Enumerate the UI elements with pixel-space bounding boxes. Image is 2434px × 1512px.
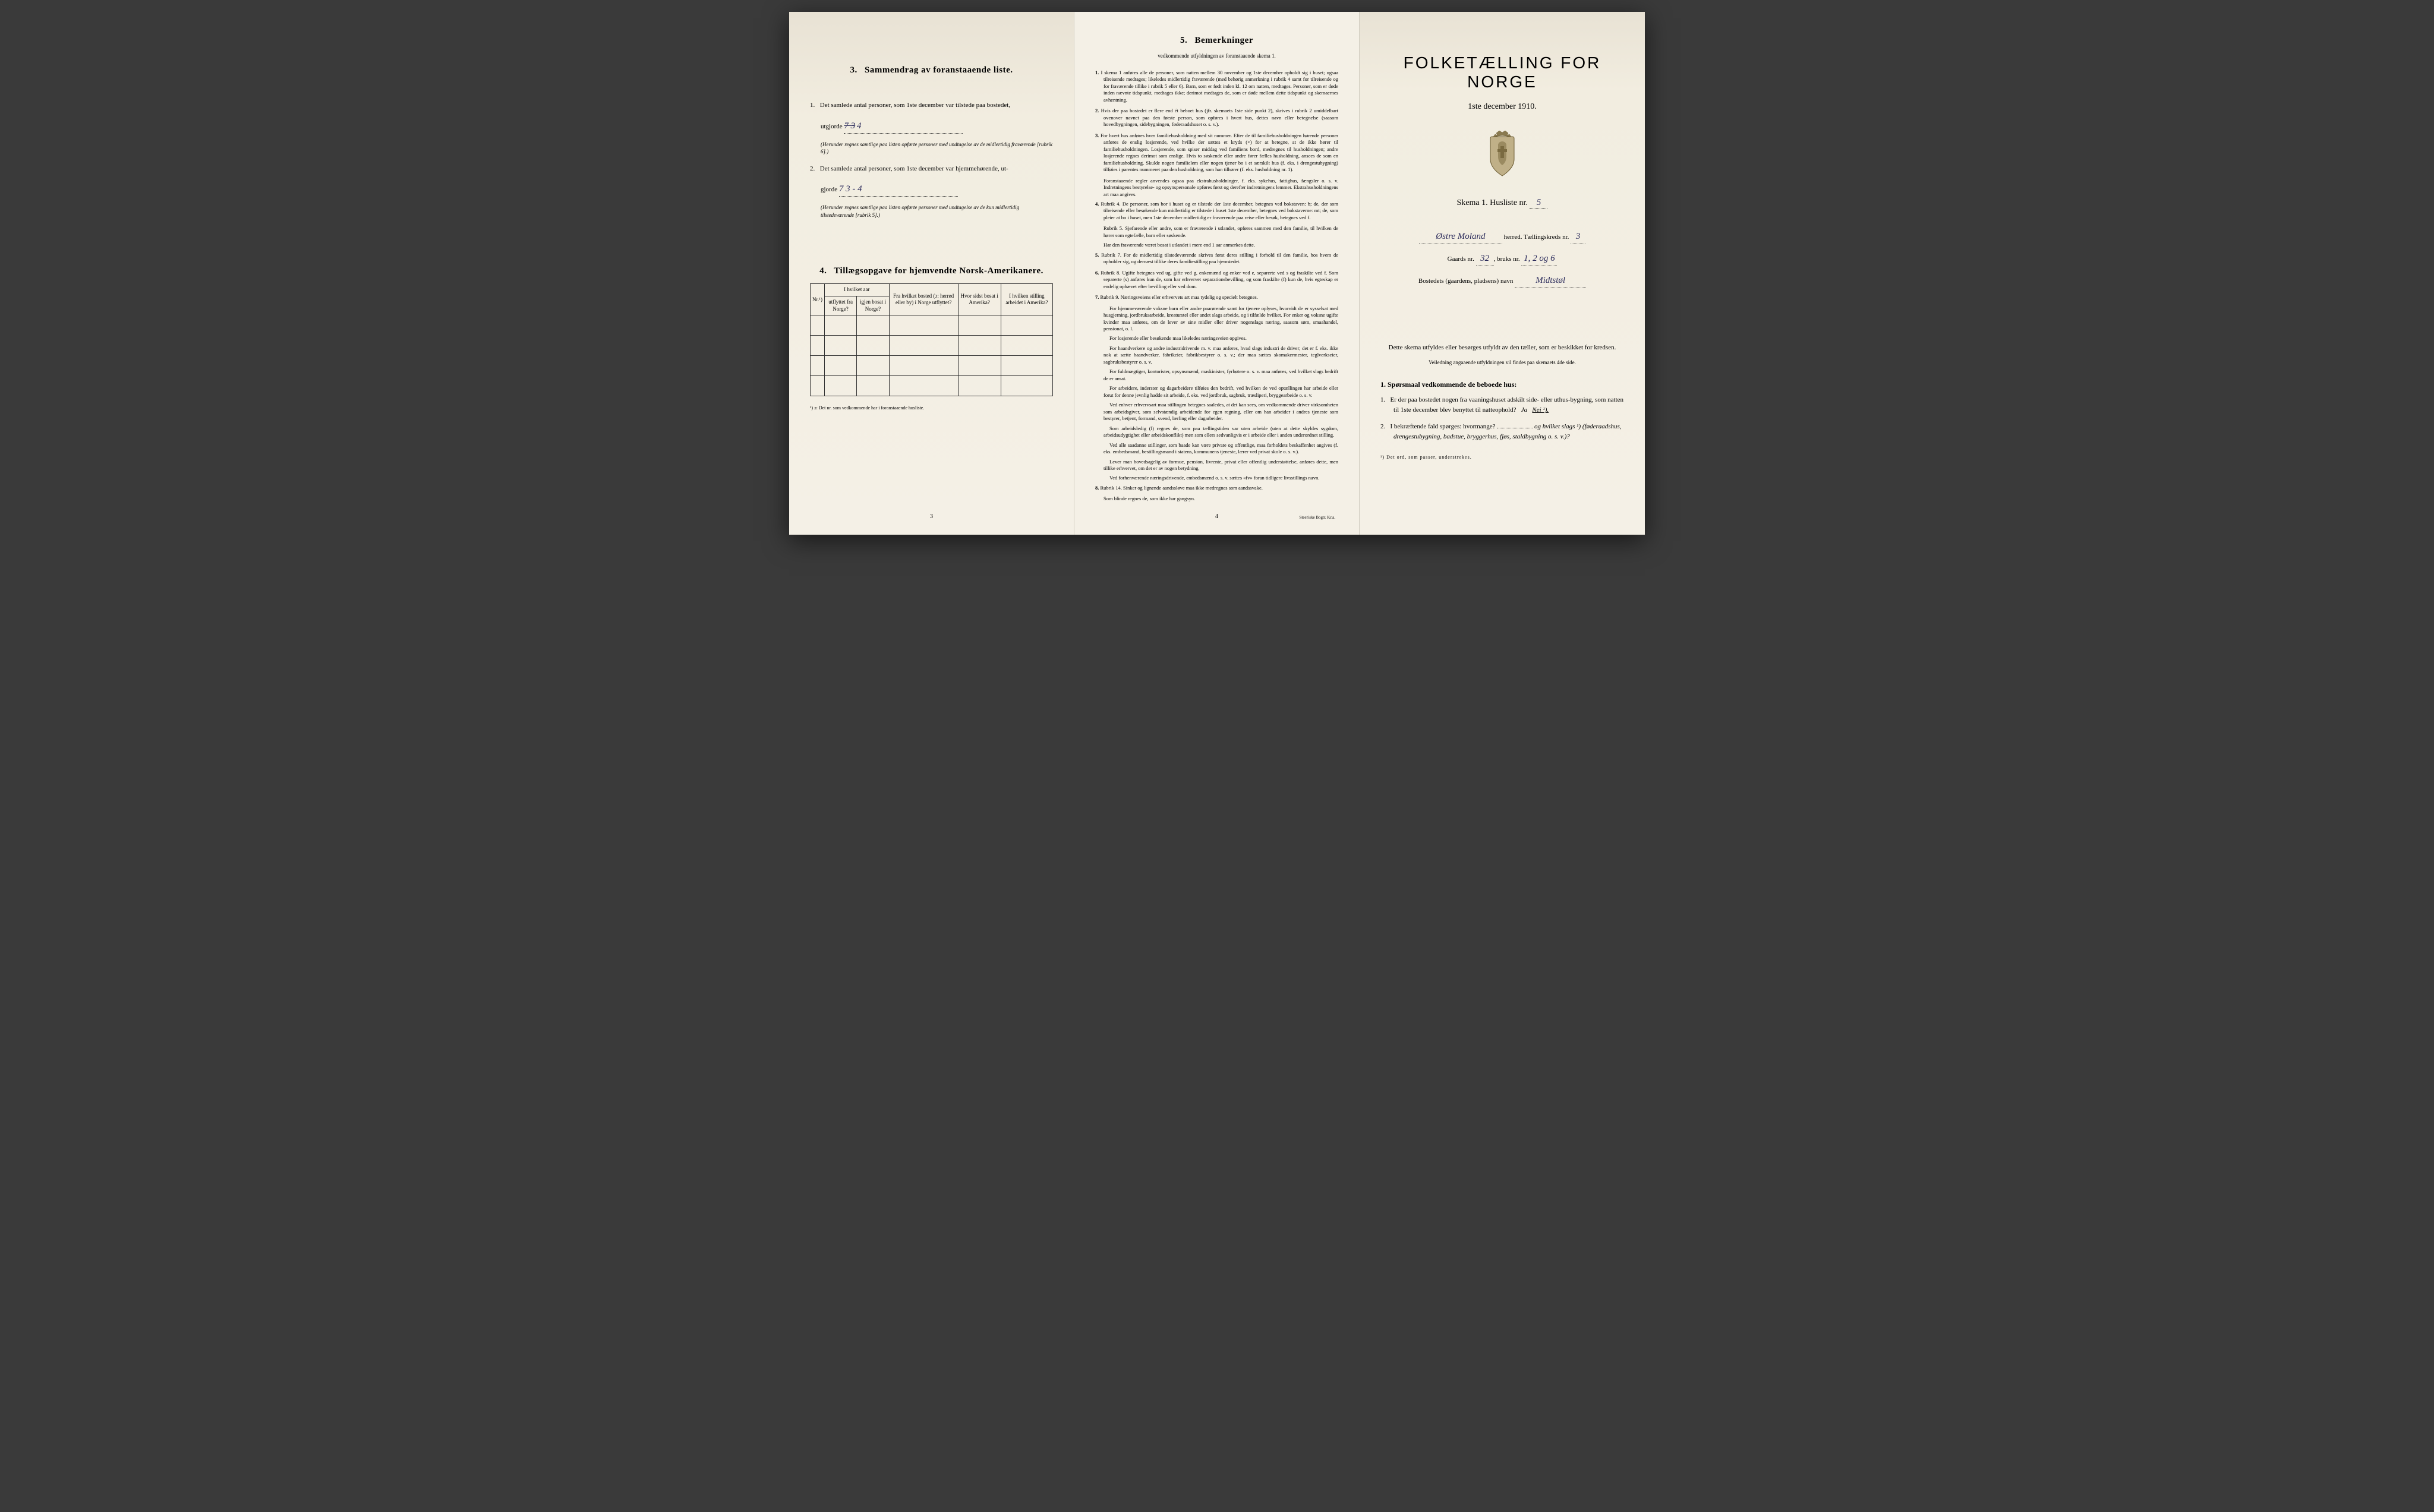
section-3-title: Sammendrag av foranstaaende liste. bbox=[865, 65, 1013, 75]
rubrik-paragraph: Ved alle saadanne stillinger, som baade … bbox=[1095, 442, 1338, 456]
bemerkning-8: 8. Rubrik 14. Sinker og lignende aandssl… bbox=[1095, 485, 1338, 491]
page-4: 5. Bemerkninger vedkommende utfyldningen… bbox=[1074, 12, 1360, 535]
table-row bbox=[811, 315, 1053, 336]
question-1: 1. Er der paa bostedet nogen fra vaaning… bbox=[1380, 395, 1624, 416]
table-row bbox=[811, 356, 1053, 376]
footnote-1: ¹) Det ord, som passer, understrekes. bbox=[1380, 454, 1624, 460]
rubrik-paragraph: For hjemmeværende voksne barn eller andr… bbox=[1095, 305, 1338, 333]
summary-item-1-value-line: utgjorde 7 3 4 bbox=[810, 119, 1053, 134]
bemerkning-item: 5. Rubrik 7. For de midlertidig tilstede… bbox=[1095, 252, 1338, 266]
bemerkning-item: 6. Rubrik 8. Ugifte betegnes ved ug, gif… bbox=[1095, 270, 1338, 290]
table-row bbox=[811, 376, 1053, 396]
page-number-3: 3 bbox=[930, 513, 933, 520]
question-heading: 1. Spørsmaal vedkommende de beboede hus: bbox=[1380, 380, 1624, 389]
rubrik-9-paragraphs: For hjemmeværende voksne barn eller andr… bbox=[1095, 305, 1338, 482]
q1-nei: Nei ¹). bbox=[1532, 406, 1549, 413]
bemerkning-8-sub: Som blinde regnes de, som ikke har gangs… bbox=[1095, 495, 1338, 502]
herred-value: Østre Moland bbox=[1419, 229, 1502, 244]
kreds-value: 3 bbox=[1571, 229, 1585, 244]
section-4-title: Tillægsopgave for hjemvendte Norsk-Ameri… bbox=[834, 266, 1043, 276]
summary-item-2: 2. Det samlede antal personer, som 1ste … bbox=[810, 164, 1053, 174]
main-title: FOLKETÆLLING FOR NORGE bbox=[1380, 53, 1624, 91]
rubrik-paragraph: For arbeidere, inderster og dagarbeidere… bbox=[1095, 385, 1338, 399]
summary-item-1: 1. Det samlede antal personer, som 1ste … bbox=[810, 100, 1053, 111]
item1-note: (Herunder regnes samtlige paa listen opf… bbox=[810, 141, 1053, 156]
page-1-cover: FOLKETÆLLING FOR NORGE 1ste december 191… bbox=[1360, 12, 1645, 535]
bosted-line: Bostedets (gaardens, pladsens) navn Midt… bbox=[1380, 273, 1624, 288]
th-year: I hvilket aar bbox=[824, 284, 889, 296]
census-date: 1ste december 1910. bbox=[1380, 102, 1624, 112]
rubrik-paragraph: Lever man hovedsagelig av formue, pensio… bbox=[1095, 459, 1338, 472]
th-nr: Nr.¹) bbox=[811, 284, 825, 315]
emigrant-table: Nr.¹) I hvilket aar Fra hvilket bosted (… bbox=[810, 283, 1053, 396]
bemerkning-item: Har den fraværende været bosat i utlande… bbox=[1095, 242, 1338, 248]
gaards-value: 32 bbox=[1476, 251, 1494, 266]
rubrik-paragraph: For haandverkere og andre industridriven… bbox=[1095, 345, 1338, 365]
section-5-number: 5. bbox=[1180, 36, 1187, 45]
printer-mark: Steen'ske Bogtr. Kr.a. bbox=[1299, 515, 1335, 520]
th-returned: igjen bosat i Norge? bbox=[857, 296, 890, 315]
census-document: 3. Sammendrag av foranstaaende liste. 1.… bbox=[789, 12, 1645, 535]
item2-value: 7 3 - 4 bbox=[839, 184, 862, 194]
husliste-nr: 5 bbox=[1530, 198, 1547, 209]
th-from: Fra hvilket bosted (ɔ: herred eller by) … bbox=[889, 284, 958, 315]
page-number-4: 4 bbox=[1215, 513, 1218, 520]
q1-ja: Ja bbox=[1521, 406, 1527, 413]
summary-item-2-value-line: gjorde 7 3 - 4 bbox=[810, 182, 1053, 197]
section-5-title: Bemerkninger bbox=[1195, 36, 1253, 45]
section-5-heading: 5. Bemerkninger bbox=[1095, 36, 1338, 46]
coat-of-arms bbox=[1380, 130, 1624, 180]
rubrik-paragraph: For fuldmægtiger, kontorister, opsynsmæn… bbox=[1095, 368, 1338, 382]
bemerkning-item: 3. For hvert hus anføres hver familiehus… bbox=[1095, 132, 1338, 173]
section-3-number: 3. bbox=[850, 65, 857, 75]
table-footnote: ¹) ɔ: Det nr. som vedkommende har i fora… bbox=[810, 405, 1053, 411]
section-3-heading: 3. Sammendrag av foranstaaende liste. bbox=[810, 65, 1053, 75]
herred-line: Østre Moland herred. Tællingskreds nr. 3 bbox=[1380, 229, 1624, 244]
bemerkninger-list: 1. I skema 1 anføres alle de personer, s… bbox=[1095, 70, 1338, 301]
bemerkning-item: 1. I skema 1 anføres alle de personer, s… bbox=[1095, 70, 1338, 103]
bemerkning-item: Foranstaaende regler anvendes ogsaa paa … bbox=[1095, 178, 1338, 198]
question-2: 2. I bekræftende fald spørges: hvormange… bbox=[1380, 422, 1624, 443]
section-5-subtitle: vedkommende utfyldningen av foranstaaend… bbox=[1095, 53, 1338, 59]
rubrik-paragraph: Ved forhenværende næringsdrivende, embed… bbox=[1095, 475, 1338, 481]
page-3: 3. Sammendrag av foranstaaende liste. 1.… bbox=[789, 12, 1074, 535]
bemerkning-item: 2. Hvis der paa bostedet er flere end ét… bbox=[1095, 108, 1338, 128]
bemerkning-item: Rubrik 5. Sjøfarende eller andre, som er… bbox=[1095, 225, 1338, 239]
rubrik-paragraph: Ved enhver erhvervsart maa stillingen be… bbox=[1095, 402, 1338, 422]
section-4-heading: 4. Tillægsopgave for hjemvendte Norsk-Am… bbox=[810, 266, 1053, 276]
skema-line: Skema 1. Husliste nr. 5 bbox=[1380, 198, 1624, 209]
rubrik-paragraph: Som arbeidsledig (l) regnes de, som paa … bbox=[1095, 425, 1338, 439]
intro-text: Dette skema utfyldes eller besørges utfy… bbox=[1380, 343, 1624, 353]
rubrik-paragraph: For losjerende eller besøkende maa likel… bbox=[1095, 335, 1338, 342]
bemerkning-item: 4. Rubrik 4. De personer, som bor i huse… bbox=[1095, 201, 1338, 221]
item2-note: (Herunder regnes samtlige paa listen opf… bbox=[810, 204, 1053, 219]
bruks-value: 1, 2 og 6 bbox=[1521, 251, 1557, 266]
item1-value: 4 bbox=[857, 121, 862, 131]
bemerkning-item: 7. Rubrik 9. Næringsveiens eller erhverv… bbox=[1095, 294, 1338, 301]
intro-subtitle: Veiledning angaaende utfyldningen vil fi… bbox=[1380, 359, 1624, 365]
table-row bbox=[811, 336, 1053, 356]
th-where: Hvor sidst bosat i Amerika? bbox=[958, 284, 1001, 315]
section-4-number: 4. bbox=[819, 266, 827, 276]
item1-crossed-value: 7 3 bbox=[844, 121, 855, 131]
gaards-line: Gaards nr. 32, bruks nr. 1, 2 og 6 bbox=[1380, 251, 1624, 266]
bosted-value: Midtstøl bbox=[1515, 273, 1586, 288]
th-position: I hvilken stilling arbeidet i Amerika? bbox=[1001, 284, 1052, 315]
crest-icon bbox=[1484, 130, 1520, 177]
th-emigrated: utflyttet fra Norge? bbox=[824, 296, 856, 315]
